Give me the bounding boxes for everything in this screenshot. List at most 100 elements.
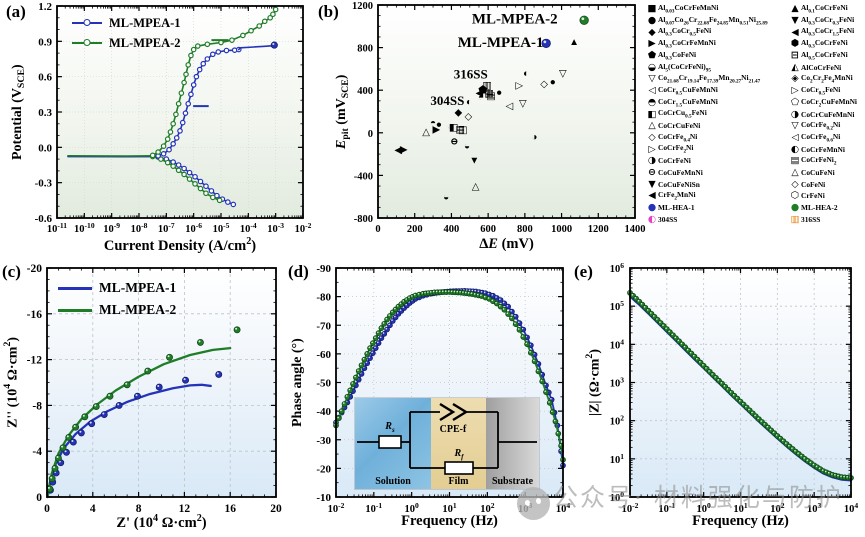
alloy-legend-label: CoCr1.5CuFeMnNi	[658, 96, 718, 109]
alloy-legend-label: CoFeNi	[801, 179, 826, 189]
svg-text:-16: -16	[27, 309, 43, 321]
legend-label: ML-MPEA-2	[109, 35, 181, 50]
svg-text:◀: ◀	[394, 145, 402, 156]
svg-text:△: △	[472, 181, 480, 192]
svg-text:800: 800	[517, 224, 533, 235]
svg-text:10-2: 10-2	[295, 221, 312, 235]
svg-text:101: 101	[610, 452, 625, 466]
svg-text:◇: ◇	[464, 111, 472, 122]
svg-text:10-4: 10-4	[240, 221, 257, 235]
svg-text:105: 105	[610, 299, 625, 313]
alloy-legend-label: Al0.3CoCrFeNi	[801, 38, 848, 50]
wechat-smiley-icon	[517, 487, 550, 520]
panel-d-yaxis-title: Phase angle (°)	[290, 338, 305, 427]
alloy-marker-icon: ⬢	[790, 38, 800, 50]
alloy-legend-label: Al0.07Co26Cr22.68Fe24.85Mn0.51Ni25.89	[658, 14, 768, 27]
svg-text:4: 4	[90, 503, 96, 515]
alloy-marker-icon: ▼	[791, 15, 799, 27]
svg-text:1400: 1400	[625, 224, 646, 235]
svg-text:0: 0	[375, 224, 380, 235]
panel-b-xaxis-title: ΔE (mV)	[479, 236, 534, 252]
alloy-marker-icon: ◑	[647, 155, 657, 167]
alloy-legend-item: ⬡ CrFeNi	[789, 190, 865, 202]
alloy-marker-icon: ●	[790, 202, 800, 214]
alloy-legend-item: ▽ Co21.68Cr19.14Fe17.39Mn20.27Ni21.47	[646, 73, 786, 85]
legend-item-mpea1: ML-MPEA-1	[58, 277, 176, 299]
svg-text:800: 800	[357, 44, 373, 55]
panel-a-xaxis-title: Current Density (A/cm2)	[103, 236, 257, 254]
svg-text:-20: -20	[316, 463, 331, 475]
substrate-zone-label: Substrate	[491, 476, 534, 487]
svg-text:◀: ◀	[475, 88, 483, 99]
rf-resistor-label: Rf	[454, 448, 464, 461]
alloy-legend-label: Al0.3CoCrFeMnNi	[658, 38, 716, 50]
svg-text:-40: -40	[316, 406, 331, 418]
alloy-marker-icon: ▤	[790, 155, 800, 167]
alloy-marker-icon: ◓	[647, 96, 657, 108]
alloy-legend-item: ■ Al0.03CoCrFeMnNi	[646, 3, 786, 15]
alloy-marker-icon: ◑	[790, 108, 800, 120]
alloy-legend-item: ◓ CoCr1.5CuFeMnNi	[646, 97, 786, 109]
equivalent-circuit-inset: Solution Film Substrate Rs CPE-f Rf	[355, 398, 539, 489]
svg-text:-90: -90	[316, 263, 331, 275]
alloy-legend-item: ▼ Al0.3CoCr0.3FeNi	[789, 15, 865, 27]
alloy-marker-icon: ⊖	[648, 166, 656, 178]
alloy-legend-label: Co2Cr2Fe4MnNi	[801, 73, 853, 85]
svg-text:▷: ▷	[515, 80, 523, 91]
alloy-marker-icon: ■	[647, 3, 657, 15]
svg-text:1.2: 1.2	[38, 1, 52, 13]
svg-text:10-3: 10-3	[267, 221, 284, 235]
mpea1-marker-icon	[83, 19, 91, 26]
alloy-marker-icon: ◁	[648, 85, 656, 97]
alloy-legend-label: CoCrFe0.4Ni	[658, 131, 698, 144]
alloy-legend-label: 304SS	[658, 214, 678, 224]
svg-text:▦: ▦	[484, 89, 493, 100]
svg-text:△: △	[422, 127, 430, 138]
solution-zone-label: Solution	[375, 476, 411, 487]
svg-text:-30: -30	[316, 435, 331, 447]
panel-e-letter: (e)	[574, 262, 593, 281]
alloy-legend-label: Al0.5CoCrFeNi	[801, 49, 848, 62]
svg-text:16: 16	[224, 503, 236, 515]
alloy-marker-icon: ◈	[791, 73, 799, 85]
svg-text:20: 20	[270, 503, 282, 515]
alloy-legend-label: CoCrFe0.6Ni	[801, 131, 841, 144]
svg-text:0: 0	[36, 492, 42, 504]
legend-label: ML-MPEA-1	[109, 15, 181, 30]
alloy-legend-item: ● ML-HEA-2	[789, 202, 865, 214]
alloy-legend-item: ◒ Al5(CoCrFeNi)95	[646, 61, 786, 73]
panel-d-letter: (d)	[288, 262, 309, 281]
alloy-legend-label: Al0.03CoCrFeMnNi	[658, 3, 719, 15]
series-ML-MPEA-2-data	[46, 326, 241, 493]
svg-text:◧: ◧	[449, 122, 458, 133]
alloy-marker-icon: ▽	[791, 120, 799, 132]
svg-text:103: 103	[610, 376, 625, 390]
svg-text:◁: ◁	[506, 101, 514, 112]
legend-label: ML-MPEA-2	[99, 302, 177, 317]
alloy-marker-icon: ⬠	[790, 96, 800, 108]
svg-text:▽: ▽	[559, 69, 567, 80]
alloy-legend-item: ◀ Al0.3CoCr1.5FeNi	[789, 26, 865, 38]
alloy-marker-icon: ◆	[648, 26, 656, 38]
alloy-legend-label: CoCrCu0.5FeNi	[658, 108, 707, 120]
alloy-marker-icon: ▷	[791, 85, 799, 97]
wechat-eye	[524, 499, 531, 507]
svg-text:●: ●	[436, 119, 442, 130]
alloy-marker-icon: ◁	[791, 131, 799, 143]
panel-c-plot: 0 4 8 12 16 20 0 -4 -8 -12 -16 -20	[27, 263, 282, 515]
series-ML-MPEA-2-anodic	[149, 6, 279, 159]
svg-text:◒: ◒	[443, 192, 449, 203]
alloy-legend-label: Al5(CoCrFeNi)95	[658, 61, 711, 74]
cpe-label: CPE-f	[439, 424, 467, 435]
svg-text:10-5: 10-5	[213, 221, 230, 235]
svg-text:▶: ▶	[400, 144, 408, 155]
alloy-legend-label: Al0.3CoCr0.3FeNi	[801, 14, 855, 27]
svg-text:-60: -60	[316, 349, 331, 361]
alloy-legend-label: 316SS	[801, 214, 821, 224]
svg-text:▲: ▲	[569, 37, 579, 48]
mpea2-line-swatch	[58, 308, 92, 312]
alloy-legend-item: ▼ CoCuFeNiSn	[646, 178, 786, 190]
grid	[630, 268, 851, 497]
alloy-legend-item: ◀ CrFe2MnNi	[646, 190, 786, 202]
panel-e-yaxis-title: |Z| (Ω·cm2)	[584, 349, 603, 416]
